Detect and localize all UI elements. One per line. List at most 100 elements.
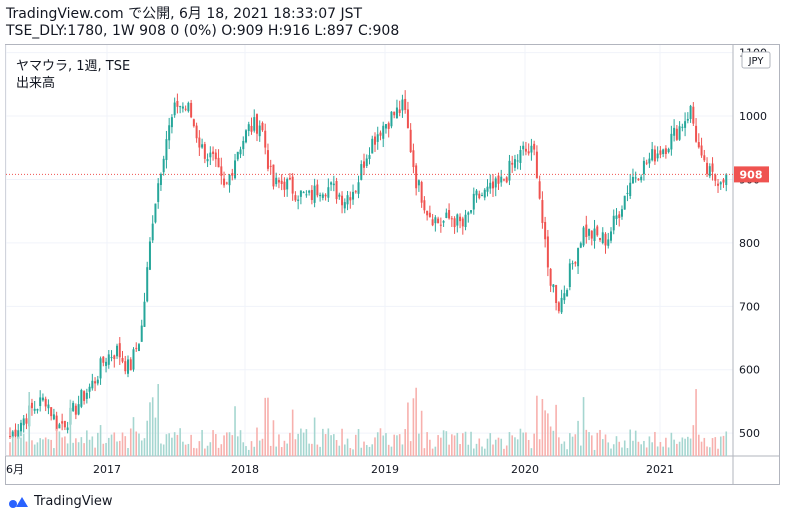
volume-bar [626, 448, 629, 456]
symbol-legend[interactable]: ヤマウラ, 1週, TSE [16, 59, 131, 74]
candle-body [494, 178, 497, 188]
volume-bar [36, 442, 39, 456]
volume-bar [459, 444, 461, 456]
volume-bar [637, 441, 640, 456]
candle-body [107, 354, 110, 365]
candle-body [601, 232, 604, 244]
candle-body [41, 397, 44, 401]
candle-body [467, 212, 470, 215]
candle-body [143, 301, 146, 327]
x-tick-label: 2021 [646, 463, 674, 476]
volume-bar [536, 395, 538, 456]
candle-body [11, 431, 14, 438]
volume-bar [494, 439, 497, 456]
y-tick-label: 700 [739, 300, 760, 313]
candle-body [255, 114, 258, 134]
volume-bar [168, 433, 170, 456]
candle-body [203, 144, 206, 159]
candle-body [437, 218, 440, 224]
tradingview-logo[interactable]: TradingView [8, 494, 113, 509]
candle-body [453, 218, 456, 228]
candle-body [30, 402, 33, 409]
volume-bar [558, 437, 560, 456]
candle-body [500, 176, 503, 183]
candle-body [330, 182, 333, 185]
volume-bar [20, 437, 22, 456]
volume-bar [335, 440, 338, 456]
volume-bar [162, 444, 165, 456]
volume-bar [308, 443, 310, 456]
volume-bar [547, 413, 549, 456]
volume-bar [643, 440, 645, 456]
candle-body [269, 165, 272, 167]
volume-bar [462, 433, 464, 456]
volume-bar [171, 437, 173, 456]
volume-bar [165, 434, 168, 456]
volume-bar [53, 448, 55, 456]
volume-bar [154, 417, 157, 456]
candle-body [519, 149, 522, 163]
candle-body [577, 248, 580, 267]
candle-body [280, 180, 283, 184]
volume-bar [580, 445, 582, 456]
volume-bar [574, 434, 577, 456]
x-tick-label: 6月 [6, 463, 24, 476]
candle-body [379, 132, 382, 136]
candle-body [549, 268, 552, 286]
volume-bar [656, 446, 659, 456]
volume-bar [437, 435, 439, 456]
volume-bar [659, 442, 662, 456]
candle-body [190, 102, 193, 118]
volume-bar [407, 402, 409, 456]
volume-legend[interactable]: 出来高 [16, 76, 56, 91]
candle-body [148, 241, 151, 270]
volume-bar [665, 437, 667, 456]
candle-body [316, 184, 319, 196]
volume-bar [129, 428, 132, 456]
volume-bar [571, 436, 574, 456]
candle-body [571, 263, 574, 265]
candle-body [96, 379, 99, 384]
candle-body [338, 194, 341, 197]
candle-body [162, 158, 165, 173]
currency-label: JPY [748, 56, 765, 67]
candle-body [530, 145, 533, 153]
volume-bar [275, 446, 277, 456]
candle-body [675, 128, 678, 140]
volume-bar [700, 441, 703, 456]
volume-bar [256, 427, 258, 456]
candle-body [535, 151, 538, 179]
volume-bar [525, 432, 527, 456]
candle-body [242, 140, 245, 150]
volume-bar [445, 431, 448, 456]
volume-bar [283, 440, 286, 456]
candle-body [17, 430, 20, 439]
volume-bar [376, 432, 379, 456]
candle-body [214, 152, 217, 160]
volume-bar [182, 441, 184, 456]
volume-bar [412, 398, 415, 456]
candle-body [555, 285, 558, 303]
candle-body [382, 125, 385, 139]
volume-bar [453, 435, 456, 456]
candle-body [313, 185, 316, 203]
volume-bar [42, 439, 44, 456]
candle-body [640, 176, 643, 181]
volume-bar [124, 436, 127, 456]
volume-bar [278, 434, 280, 456]
candle-body [478, 193, 481, 199]
candle-body [695, 125, 698, 142]
volume-bar [75, 438, 77, 456]
volume-bar [508, 432, 511, 456]
candle-body [173, 102, 176, 116]
candle-body [656, 153, 659, 159]
volume-bar [648, 436, 651, 456]
candle-body [398, 109, 401, 113]
candle-body [192, 119, 195, 127]
candle-body [423, 200, 426, 211]
candle-body [231, 173, 234, 176]
volume-bar [544, 410, 546, 456]
candle-body [14, 429, 17, 437]
volume-bar [401, 444, 404, 456]
